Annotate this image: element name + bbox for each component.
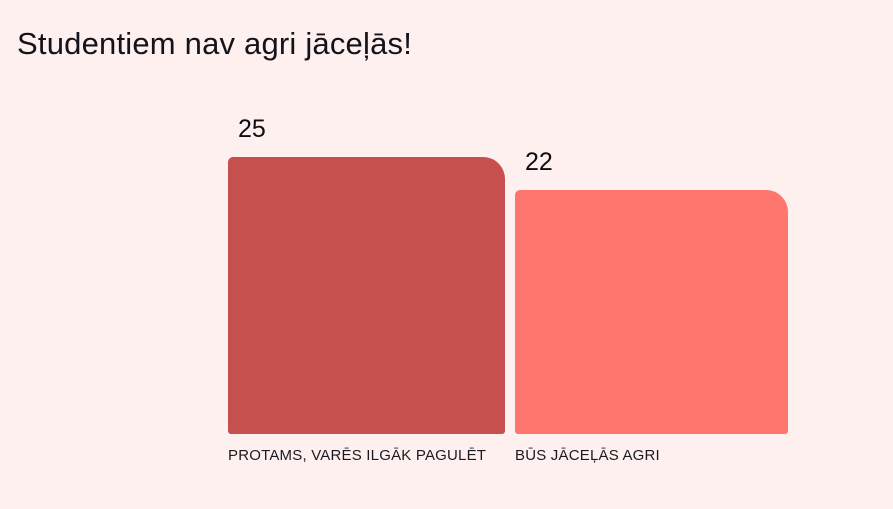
bar-group-bus-jacelas: 22 BŪS JĀCEĻĀS AGRI (515, 147, 788, 465)
bar-protams (228, 157, 505, 434)
bar-category-label: BŪS JĀCEĻĀS AGRI (515, 447, 660, 464)
bar-bus-jacelas (515, 190, 788, 434)
bar-group-protams: 25 PROTAMS, VARĒS ILGĀK PAGULĒT (228, 114, 505, 465)
bar-value-label: 22 (525, 148, 553, 176)
bar-value-label: 25 (238, 115, 266, 143)
bar-category-label: PROTAMS, VARĒS ILGĀK PAGULĒT (228, 447, 487, 464)
chart-title: Studentiem nav agri jāceļās! (17, 26, 413, 61)
bar-chart: 25 PROTAMS, VARĒS ILGĀK PAGULĒT 22 BŪS J… (228, 0, 788, 465)
